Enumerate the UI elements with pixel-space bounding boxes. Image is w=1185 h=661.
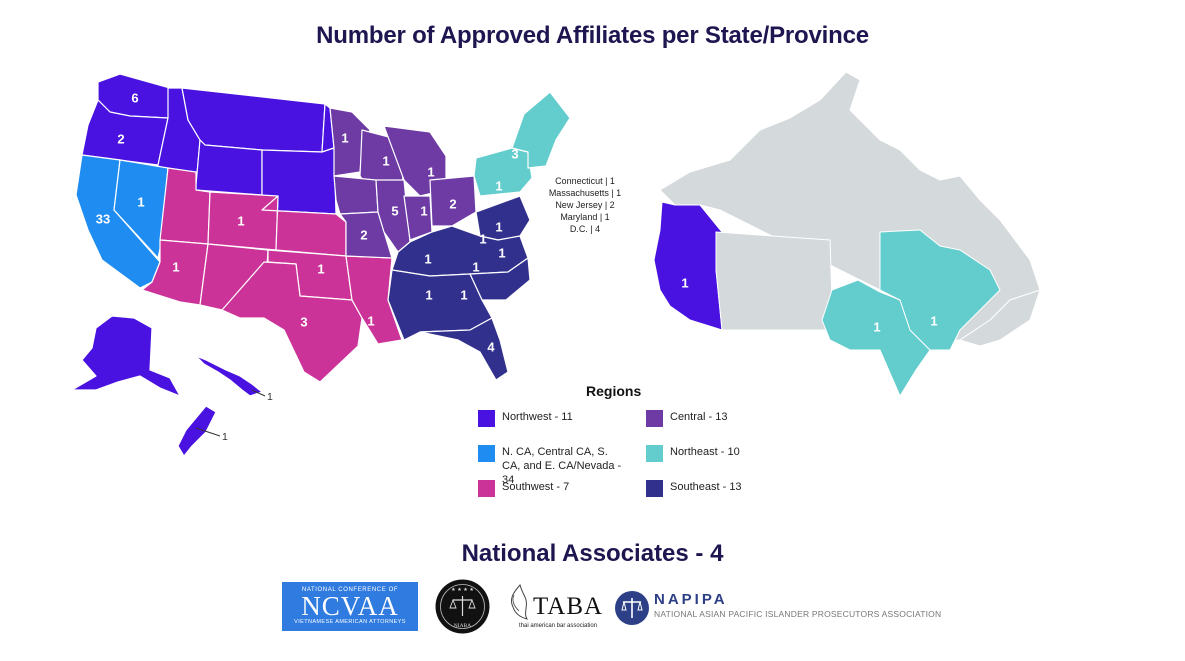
napipa-logo-full: NATIONAL ASIAN PACIFIC ISLANDER PROSECUT…	[654, 609, 942, 619]
legend-label: Northeast - 10	[670, 446, 740, 458]
state-montana[interactable]	[181, 87, 326, 153]
label-washington: 6	[131, 90, 138, 105]
canada-map	[653, 71, 1041, 397]
state-iowa[interactable]	[333, 175, 379, 215]
state-new-england[interactable]	[511, 91, 571, 169]
label-carolinas: 1	[472, 259, 479, 274]
label-iowa-missouri: 2	[360, 227, 367, 242]
label-louisiana: 1	[367, 313, 374, 328]
napipa-logo-name: NAPIPA	[654, 591, 728, 608]
ncvaa-logo-bottom: VIETNAMESE AMERICAN ATTORNEYS	[294, 619, 406, 625]
label-wisconsin: 1	[382, 153, 389, 168]
label-kentucky: 1	[479, 231, 486, 246]
territory-guam[interactable]	[177, 405, 217, 457]
map-labels: 6 2 33 1 1 1 1 3 1 1 1 1 2 5 1 2 1 3 1 1…	[96, 90, 938, 442]
label-texas: 3	[300, 314, 307, 329]
northeast-list: Connecticut | 1 Massachusetts | 1 New Je…	[549, 176, 621, 234]
state-texas[interactable]	[221, 261, 363, 383]
legend-swatch	[646, 480, 663, 497]
legend-item-california-nevada: N. CA, Central CA, S. CA, and E. CA/Neva…	[478, 445, 628, 487]
taba-logo[interactable]: TABA thai american bar association	[505, 583, 605, 633]
label-utah-colorado: 1	[237, 213, 244, 228]
legend-label: Central - 13	[670, 411, 728, 423]
page-title: Number of Approved Affiliates per State/…	[316, 22, 869, 49]
label-florida: 4	[487, 339, 495, 354]
label-virginia: 1	[495, 219, 502, 234]
label-guam: 1	[222, 431, 228, 443]
legend-label: N. CA, Central CA, S. CA, and E. CA/Neva…	[502, 446, 622, 486]
label-british-columbia: 1	[681, 275, 688, 290]
ncvaa-logo[interactable]: NATIONAL CONFERENCE OF NCVAA VIETNAMESE …	[282, 582, 418, 631]
legend-swatch	[478, 445, 495, 462]
ncvaa-logo-top: NATIONAL CONFERENCE OF	[301, 587, 399, 593]
ne-list-item: New Jersey | 2	[555, 200, 614, 210]
affiliates-map: 6 2 33 1 1 1 1 3 1 1 1 1 2 5 1 2 1 3 1 1…	[71, 71, 1041, 457]
state-arkansas-louisiana[interactable]	[345, 255, 403, 345]
label-michigan: 1	[427, 164, 434, 179]
legend-label: Southwest - 7	[502, 481, 570, 493]
hawaii-leader-line	[251, 389, 266, 397]
niaba-logo[interactable]: ★ ★ ★ ★ NIABA	[434, 578, 491, 635]
label-arizona: 1	[172, 259, 179, 274]
label-north-carolina: 1	[498, 245, 505, 260]
legend-title: Regions	[586, 383, 642, 399]
legend-item-northeast: Northeast - 10	[646, 445, 806, 462]
label-oklahoma: 1	[317, 261, 324, 276]
legend-item-southwest: Southwest - 7	[478, 480, 638, 497]
ne-list-item: Massachusetts | 1	[549, 188, 621, 198]
ne-list-item: Connecticut | 1	[555, 176, 615, 186]
label-new-york: 1	[495, 178, 502, 193]
ne-list-item: Maryland | 1	[560, 212, 609, 222]
legend-label: Southeast - 13	[670, 481, 742, 493]
state-alaska[interactable]	[71, 315, 181, 397]
label-minnesota: 1	[341, 130, 348, 145]
legend-item-northwest: Northwest - 11	[478, 410, 638, 427]
napipa-scales-icon	[615, 591, 649, 625]
state-ohio[interactable]	[429, 175, 477, 227]
state-florida[interactable]	[419, 317, 509, 381]
state-hawaii[interactable]	[195, 355, 263, 397]
taba-logo-sub: thai american bar association	[519, 623, 598, 629]
label-hawaii: 1	[267, 391, 273, 403]
legend-swatch	[478, 480, 495, 497]
legend-label: Northwest - 11	[502, 411, 573, 423]
legend-item-central: Central - 13	[646, 410, 806, 427]
canada-prairies	[715, 231, 835, 331]
ncvaa-logo-name: NCVAA	[301, 591, 399, 621]
ne-list-item: D.C. | 4	[570, 224, 600, 234]
taba-flame-icon	[510, 583, 529, 620]
label-oregon: 2	[117, 131, 124, 146]
label-new-england: 3	[511, 146, 518, 161]
us-map	[71, 73, 571, 457]
legend-item-southeast: Southeast - 13	[646, 480, 806, 497]
taba-logo-name: TABA	[533, 593, 604, 620]
province-british-columbia[interactable]	[653, 201, 723, 331]
label-illinois: 5	[391, 203, 398, 218]
niaba-seal-icon: ★ ★ ★ ★ NIABA	[435, 579, 490, 634]
napipa-logo[interactable]: NAPIPA NATIONAL ASIAN PACIFIC ISLANDER P…	[614, 588, 941, 628]
canada-atlantic	[959, 289, 1041, 347]
legend-swatch	[646, 410, 663, 427]
legend-swatch	[646, 445, 663, 462]
associates-title: National Associates - 4	[461, 540, 724, 567]
label-indiana: 1	[420, 203, 427, 218]
label-quebec: 1	[930, 313, 937, 328]
legend-swatch	[478, 410, 495, 427]
svg-text:★ ★ ★ ★: ★ ★ ★ ★	[451, 587, 474, 593]
label-alabama: 1	[425, 287, 432, 302]
state-new-york[interactable]	[473, 147, 533, 197]
guam-leader-line	[195, 427, 221, 437]
label-nevada: 1	[137, 194, 144, 209]
province-quebec[interactable]	[879, 229, 1001, 351]
label-georgia: 1	[460, 287, 467, 302]
label-tennessee: 1	[424, 251, 431, 266]
state-missouri[interactable]	[339, 211, 393, 259]
label-california: 33	[96, 211, 110, 226]
niaba-logo-name: NIABA	[454, 623, 471, 629]
label-ohio: 2	[449, 196, 456, 211]
label-ontario: 1	[873, 319, 880, 334]
